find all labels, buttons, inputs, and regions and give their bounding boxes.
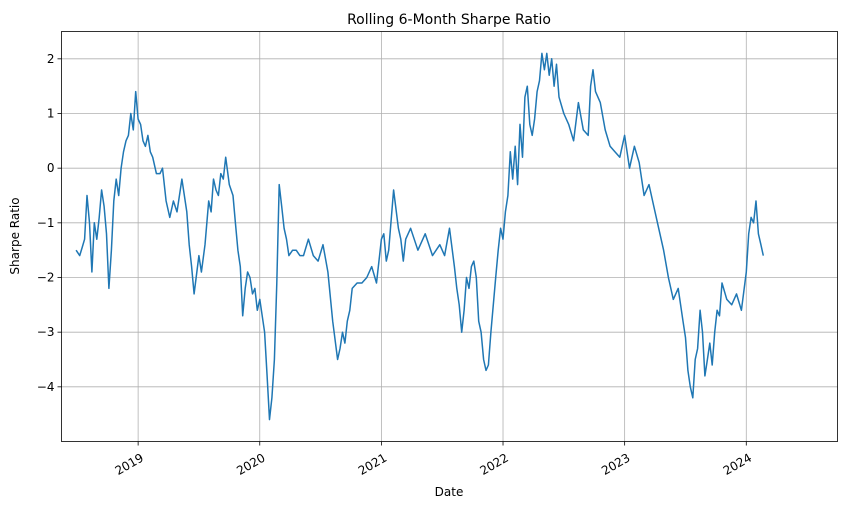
y-axis-label: Sharpe Ratio <box>8 197 22 274</box>
y-tick-label: 1 <box>47 107 55 121</box>
series-layer <box>75 52 765 421</box>
sharpe-ratio-line <box>75 52 765 421</box>
chart-title: Rolling 6-Month Sharpe Ratio <box>347 12 551 28</box>
x-tick-label: 2024 <box>721 451 754 478</box>
x-tick-label: 2020 <box>234 451 267 478</box>
axis-ticks: 2 1 0 −1 −2 −3 −4 2019 2020 2021 2022 2023 2024 <box>37 52 754 478</box>
plot-frame <box>61 31 838 442</box>
y-tick-label: 0 <box>47 161 55 175</box>
x-tick-label: 2022 <box>477 451 510 478</box>
x-axis-label: Date <box>435 485 464 499</box>
y-tick-label: −2 <box>37 271 55 285</box>
x-tick-label: 2021 <box>356 451 389 478</box>
y-tick-label: −4 <box>37 380 55 394</box>
y-tick-label: −3 <box>37 325 55 339</box>
grid-lines <box>61 31 838 442</box>
y-tick-label: −1 <box>37 216 55 230</box>
x-tick-label: 2019 <box>113 451 146 478</box>
y-tick-label: 2 <box>47 52 55 66</box>
x-tick-label: 2023 <box>599 451 632 478</box>
